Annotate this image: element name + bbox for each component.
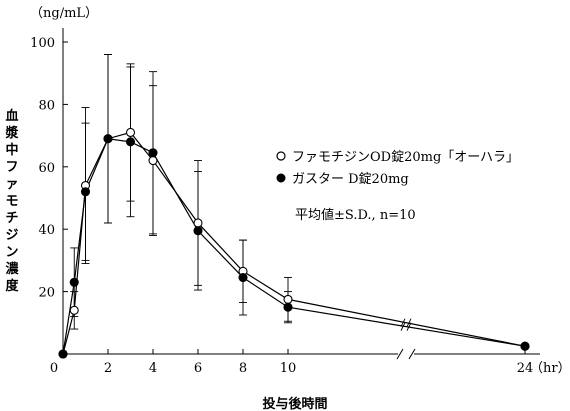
x-tick-label: 0 bbox=[50, 361, 58, 376]
x-axis-label: 投与後時間 bbox=[262, 396, 327, 411]
data-point-series-1 bbox=[148, 156, 158, 166]
y-tick-label: 60 bbox=[38, 161, 55, 176]
y-axis-label-char: 漿 bbox=[4, 125, 19, 141]
data-point-series-1 bbox=[69, 305, 79, 315]
y-tick-label: 20 bbox=[38, 286, 55, 301]
data-point-series-2 bbox=[520, 341, 530, 351]
y-axis-label-char: 血 bbox=[5, 108, 18, 124]
y-tick-label: 40 bbox=[38, 223, 55, 238]
data-point-series-2 bbox=[58, 349, 68, 359]
y-tick-label: 80 bbox=[38, 98, 55, 113]
data-point-series-2 bbox=[238, 273, 248, 283]
y-axis-label-char: ン bbox=[5, 245, 18, 260]
y-axis-label-char: 濃 bbox=[5, 261, 19, 277]
x-tick-label: 24 bbox=[517, 361, 534, 376]
y-axis-label-char: 度 bbox=[5, 278, 19, 294]
series-layer bbox=[58, 54, 530, 359]
legend-entry-series-1: ファモチジンOD錠20mg「オーハラ」 bbox=[292, 150, 519, 165]
data-point-series-2 bbox=[283, 302, 293, 312]
series-break-mark bbox=[400, 322, 412, 331]
legend-entry-series-2: ガスター D錠20mg bbox=[292, 172, 409, 187]
legend: ファモチジンOD錠20mg「オーハラ」 ガスター D錠20mg bbox=[276, 150, 519, 187]
y-axis-label-char: チ bbox=[5, 211, 18, 226]
x-unit-label: （hr） bbox=[530, 361, 570, 376]
y-axis-label-char: ァ bbox=[5, 177, 18, 192]
data-point-series-2 bbox=[193, 226, 203, 236]
stats-annotation: 平均値±S.D., n=10 bbox=[295, 207, 416, 223]
data-point-series-2 bbox=[148, 148, 158, 158]
legend-marker-open bbox=[276, 151, 286, 161]
x-tick-label: 2 bbox=[104, 361, 112, 376]
y-axis-label-char: 中 bbox=[5, 142, 18, 158]
data-point-series-2 bbox=[69, 277, 79, 287]
y-axis-label-char: ジ bbox=[5, 228, 18, 243]
series-line-1 bbox=[62, 131, 526, 355]
data-point-series-2 bbox=[103, 134, 113, 144]
x-tick-label: 4 bbox=[149, 361, 157, 376]
data-point-series-1 bbox=[125, 127, 136, 138]
series-line-2 bbox=[62, 138, 526, 355]
data-point-series-2 bbox=[80, 187, 91, 197]
x-tick-label: 6 bbox=[194, 361, 202, 376]
y-axis-label-char: フ bbox=[5, 160, 18, 175]
x-axis-break bbox=[396, 348, 416, 360]
y-unit-label: （ng/mL） bbox=[30, 6, 98, 21]
data-point-series-2 bbox=[125, 137, 136, 147]
data-point-series-1 bbox=[283, 294, 293, 304]
x-tick-label: 10 bbox=[280, 361, 297, 376]
y-axis-label-char: モ bbox=[5, 194, 18, 209]
data-point-series-1 bbox=[193, 218, 203, 228]
y-tick-label: 100 bbox=[30, 36, 55, 51]
legend-marker-filled bbox=[276, 173, 286, 183]
x-tick-label: 8 bbox=[239, 361, 247, 376]
